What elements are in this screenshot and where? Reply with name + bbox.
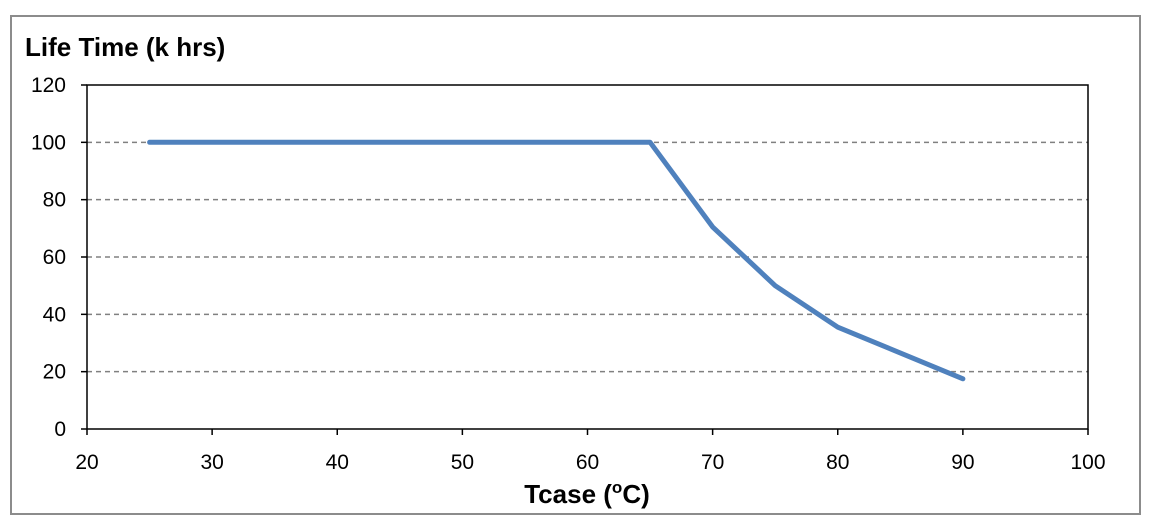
- x-axis-title-main: Tcase (: [524, 479, 612, 509]
- x-tick-label: 50: [451, 451, 474, 474]
- y-tick-label: 60: [43, 246, 66, 269]
- y-tick-label: 120: [31, 74, 66, 97]
- y-tick-label: 0: [54, 418, 66, 441]
- x-tick-label: 100: [1070, 451, 1105, 474]
- series-line-0: [147, 139, 966, 382]
- data-point: [649, 141, 651, 143]
- y-tick-label: 80: [43, 189, 66, 212]
- x-axis-title-end: C): [622, 479, 649, 509]
- y-tick-labels: 0 20 40 60 80 100 120: [31, 74, 87, 441]
- series-layer: [147, 139, 966, 382]
- y-tick-label: 20: [43, 361, 66, 384]
- y-tick-label: 100: [31, 131, 66, 154]
- grid-lines: [87, 141, 1088, 373]
- y-tick-label: 40: [43, 303, 66, 326]
- data-point: [774, 285, 776, 287]
- x-tick-label: 90: [951, 451, 974, 474]
- chart-frame: [10, 15, 1141, 515]
- x-axis-title: Tcase (oC): [524, 478, 650, 509]
- x-tick-label: 70: [701, 451, 724, 474]
- x-tick-label: 80: [826, 451, 849, 474]
- x-tick-label: 30: [200, 451, 223, 474]
- x-tick-label: 60: [576, 451, 599, 474]
- data-point: [837, 326, 839, 328]
- data-point: [149, 141, 151, 143]
- y-axis-title: Life Time (k hrs): [25, 32, 225, 62]
- x-tick-labels: 20 30 40 50 60 70 80 90 100: [75, 429, 1106, 474]
- x-axis-title-superscript: o: [612, 478, 622, 497]
- data-point: [712, 226, 714, 228]
- x-tick-label: 40: [326, 451, 349, 474]
- x-tick-label: 20: [75, 451, 98, 474]
- data-point: [962, 378, 964, 380]
